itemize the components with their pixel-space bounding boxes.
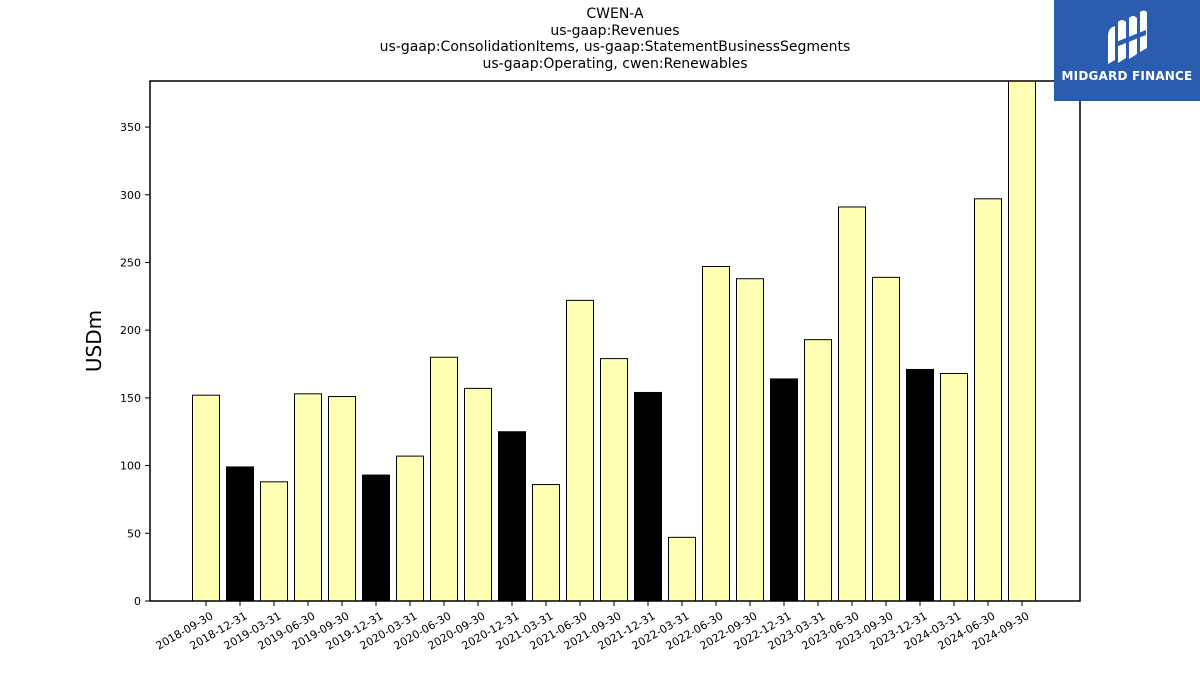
bar-2023-09-30 (872, 276, 900, 602)
bar-2021-12-31 (634, 391, 662, 602)
plot-frame (149, 80, 1081, 602)
y-tick-label: 350 (120, 121, 141, 134)
bar-2021-03-31 (532, 484, 560, 602)
bar-2023-03-31 (804, 339, 832, 602)
bar-2022-06-30 (702, 266, 730, 602)
y-tick-label: 50 (127, 527, 141, 540)
bar-2023-12-31 (906, 368, 934, 602)
title-line-members: us-gaap:Operating, cwen:Renewables (482, 55, 748, 72)
chart-title: CWEN-A us-gaap:Revenues us-gaap:Consolid… (150, 6, 1080, 72)
y-tick-label: 300 (120, 189, 141, 202)
bar-2019-09-30 (328, 396, 356, 602)
bar-2019-06-30 (294, 393, 322, 602)
y-axis-label: USDm (82, 310, 106, 372)
bar-2022-09-30 (736, 278, 764, 602)
bar-2024-09-30 (1008, 80, 1036, 602)
bar-2020-12-31 (498, 431, 526, 602)
logo-text: MIDGARD FINANCE (1061, 69, 1193, 83)
title-line-ticker: CWEN-A (586, 6, 644, 22)
midgard-logo: MIDGARD FINANCE (1054, 0, 1200, 101)
y-tick-label: 200 (120, 324, 141, 337)
bar-2024-03-31 (940, 373, 968, 602)
title-line-axes: us-gaap:ConsolidationItems, us-gaap:Stat… (379, 39, 851, 55)
y-tick-label: 250 (120, 256, 141, 269)
bar-2018-12-31 (226, 466, 254, 602)
bar-2020-06-30 (430, 356, 458, 602)
bar-2020-03-31 (396, 455, 424, 602)
title-line-concept: us-gaap:Revenues (550, 22, 680, 39)
bar-2024-06-30 (974, 198, 1002, 602)
bar-2022-12-31 (770, 378, 798, 602)
y-tick-label: 0 (134, 595, 141, 608)
bar-2021-09-30 (600, 358, 628, 602)
bar-2023-06-30 (838, 206, 866, 602)
y-tick-label: 100 (120, 460, 141, 473)
y-tick-label: 150 (120, 392, 141, 405)
bar-2019-12-31 (362, 474, 390, 602)
bar-2021-06-30 (566, 299, 594, 602)
bar-2018-09-30 (192, 394, 220, 602)
bar-2022-03-31 (668, 536, 696, 602)
midgard-logo-icon (1108, 10, 1147, 64)
bar-2019-03-31 (260, 481, 288, 602)
bar-2020-09-30 (464, 387, 492, 602)
